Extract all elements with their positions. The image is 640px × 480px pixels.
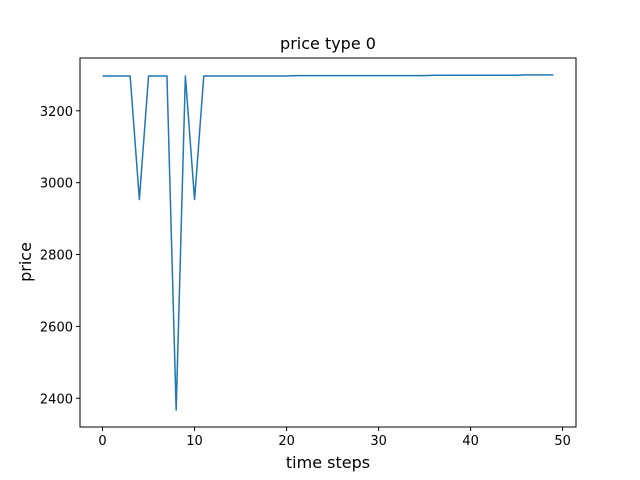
x-tick-label: 10 xyxy=(186,434,203,449)
y-tick-label: 2600 xyxy=(40,320,73,335)
x-axis-label: time steps xyxy=(286,453,370,472)
y-tick-label: 3000 xyxy=(40,177,73,192)
x-tick-label: 50 xyxy=(554,434,571,449)
axes-frame xyxy=(79,57,577,428)
chart-title: price type 0 xyxy=(280,34,376,53)
y-tick-label: 2800 xyxy=(40,249,73,264)
y-axis-label: price xyxy=(16,242,35,282)
x-tick-label: 30 xyxy=(370,434,387,449)
y-tick-label: 3200 xyxy=(40,105,73,120)
x-tick-label: 20 xyxy=(278,434,295,449)
x-tick-label: 40 xyxy=(462,434,479,449)
y-tick-label: 2400 xyxy=(40,392,73,407)
line-series xyxy=(102,74,554,411)
x-tick-label: 0 xyxy=(98,434,106,449)
